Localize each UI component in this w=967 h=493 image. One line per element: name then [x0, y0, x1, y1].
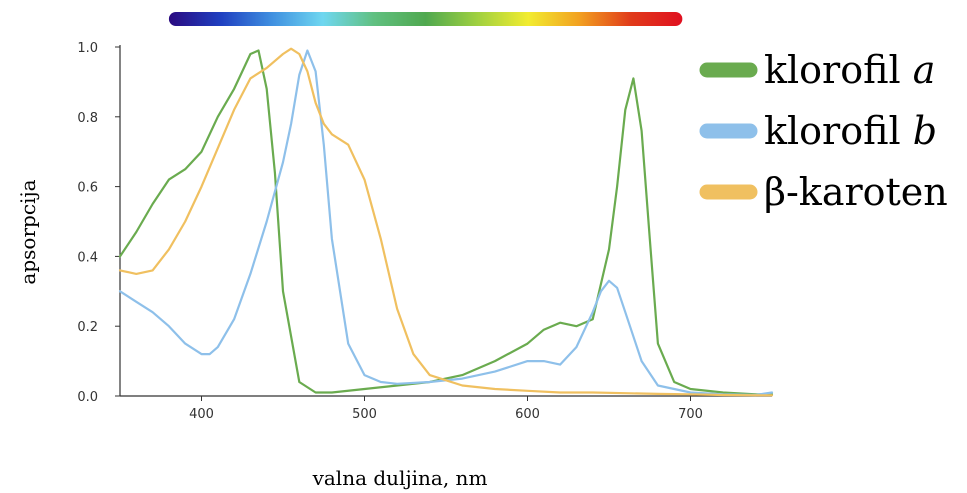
x-axis-title: valna duljina, nm	[312, 466, 488, 490]
legend: klorofil a klorofil b β-karoten	[699, 48, 948, 214]
series-line-1	[118, 49, 774, 396]
series-line-2	[118, 49, 774, 397]
series-lines	[118, 47, 774, 397]
x-tick-label: 400	[189, 407, 214, 422]
y-tick-label: 0.8	[77, 111, 98, 126]
legend-label-2: klorofil b	[764, 109, 937, 153]
y-tick-label: 0.2	[77, 320, 98, 335]
y-tick-label: 1.0	[77, 41, 98, 56]
y-tick-label: 0.4	[77, 250, 98, 265]
legend-label-1: klorofil a	[764, 48, 935, 92]
y-tick-label: 0.0	[77, 390, 98, 405]
legend-label-3: β-karoten	[764, 170, 948, 214]
series-line-3	[118, 47, 774, 397]
x-tick-label: 600	[515, 407, 540, 422]
spectrum-bar	[168, 12, 683, 26]
y-axis-title: apsorpcija	[16, 179, 40, 284]
y-tick-label: 0.6	[77, 181, 98, 196]
x-tick-label: 700	[678, 407, 703, 422]
x-tick-label: 500	[352, 407, 377, 422]
axes: 0.0 0.2 0.4 0.6 0.8 1.0 400 500 600 700	[77, 41, 772, 422]
spectrum-bar-group	[168, 12, 683, 26]
